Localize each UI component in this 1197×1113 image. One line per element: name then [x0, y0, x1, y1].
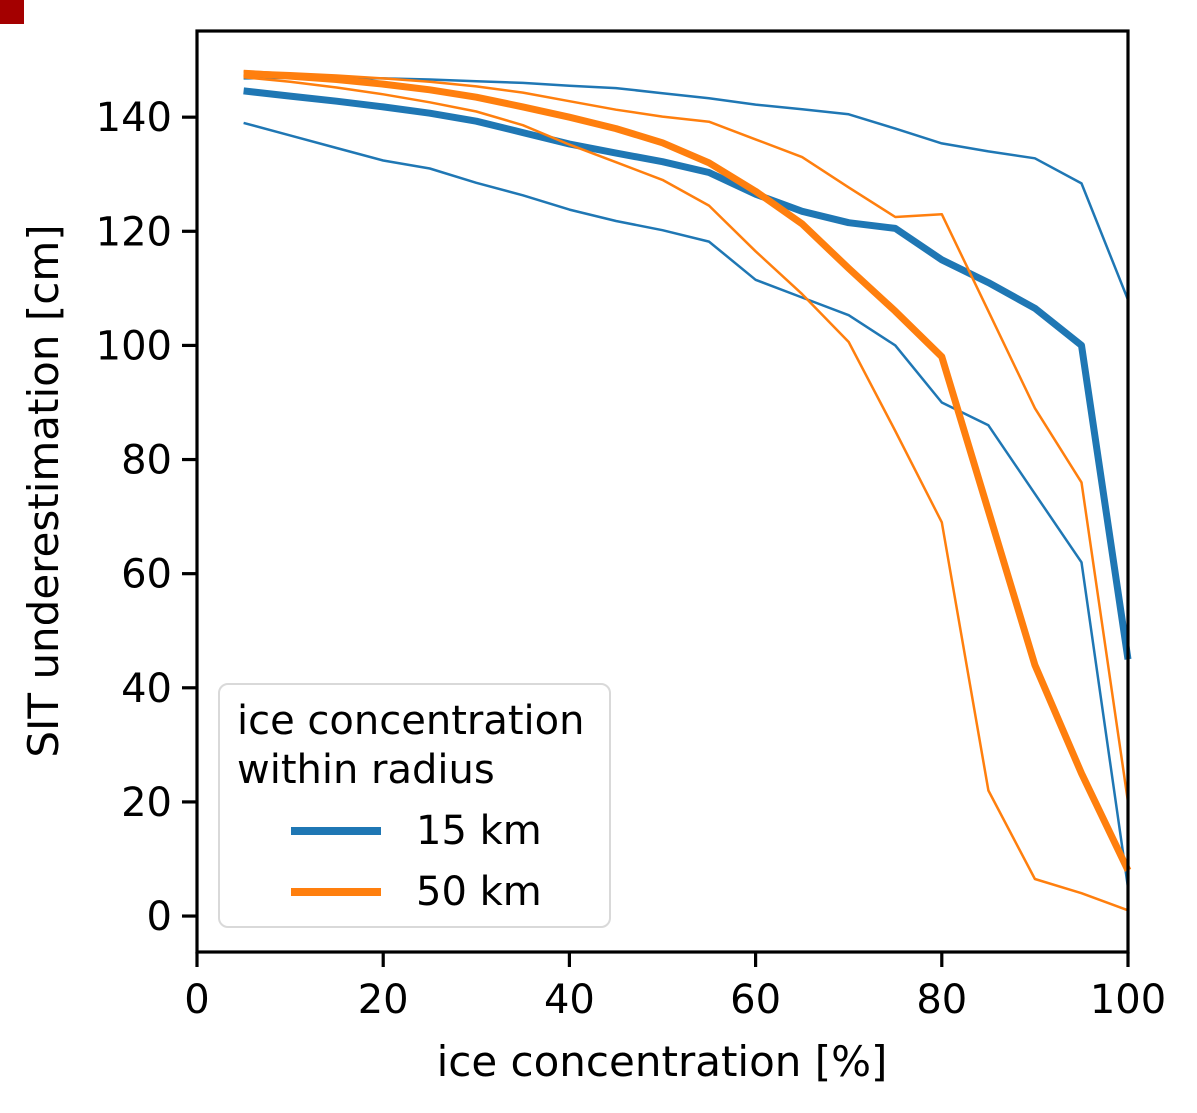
- red-square-marker: [0, 0, 24, 24]
- legend-label-50km: 50 km: [416, 868, 542, 915]
- legend-label-15km: 15 km: [416, 807, 542, 854]
- series-50-km-lower-quantile: [243, 75, 1129, 912]
- legend: ice concentration within radius 15 km 50…: [218, 683, 611, 928]
- series-15-km-lower-quantile: [243, 121, 1130, 888]
- axis-ticks: 0 20 40 60 80 100 0 20 40 60 80 100 120 140: [96, 95, 1167, 1023]
- axes-frame: [195, 29, 1130, 954]
- legend-entry-15km: 15 km: [237, 800, 609, 861]
- series-50-km-median: [243, 69, 1132, 872]
- y-tick-label: 80: [121, 438, 172, 484]
- series-15-km-upper-quantile: [243, 76, 1130, 301]
- series-lines: [243, 69, 1132, 912]
- y-tick-label: 100: [96, 323, 172, 369]
- legend-title-line-2: within radius: [237, 747, 495, 793]
- legend-entry-50km: 50 km: [237, 861, 609, 922]
- y-tick-label: 40: [121, 666, 172, 712]
- series-15-km-median: [243, 87, 1132, 660]
- series-50-km-upper-quantile: [243, 70, 1130, 803]
- x-tick-label: 80: [916, 977, 967, 1023]
- legend-swatch-15km-line: [291, 826, 381, 835]
- y-tick-label: 0: [147, 894, 172, 940]
- y-tick-label: 140: [96, 95, 172, 141]
- y-axis-label: SIT underestimation [cm]: [19, 224, 68, 757]
- x-tick-label: 40: [544, 977, 595, 1023]
- x-tick-label: 60: [730, 977, 781, 1023]
- x-axis-label: ice concentration [%]: [437, 1037, 888, 1086]
- y-tick-label: 120: [96, 209, 172, 255]
- x-tick-label: 100: [1090, 977, 1166, 1023]
- y-tick-label: 20: [121, 780, 172, 826]
- legend-title-line-1: ice concentration: [237, 698, 585, 744]
- x-tick-label: 20: [358, 977, 409, 1023]
- legend-title: ice concentration within radius: [237, 697, 609, 795]
- legend-swatch-50km-line: [291, 887, 381, 896]
- y-tick-label: 60: [121, 552, 172, 598]
- x-tick-label: 0: [184, 977, 209, 1023]
